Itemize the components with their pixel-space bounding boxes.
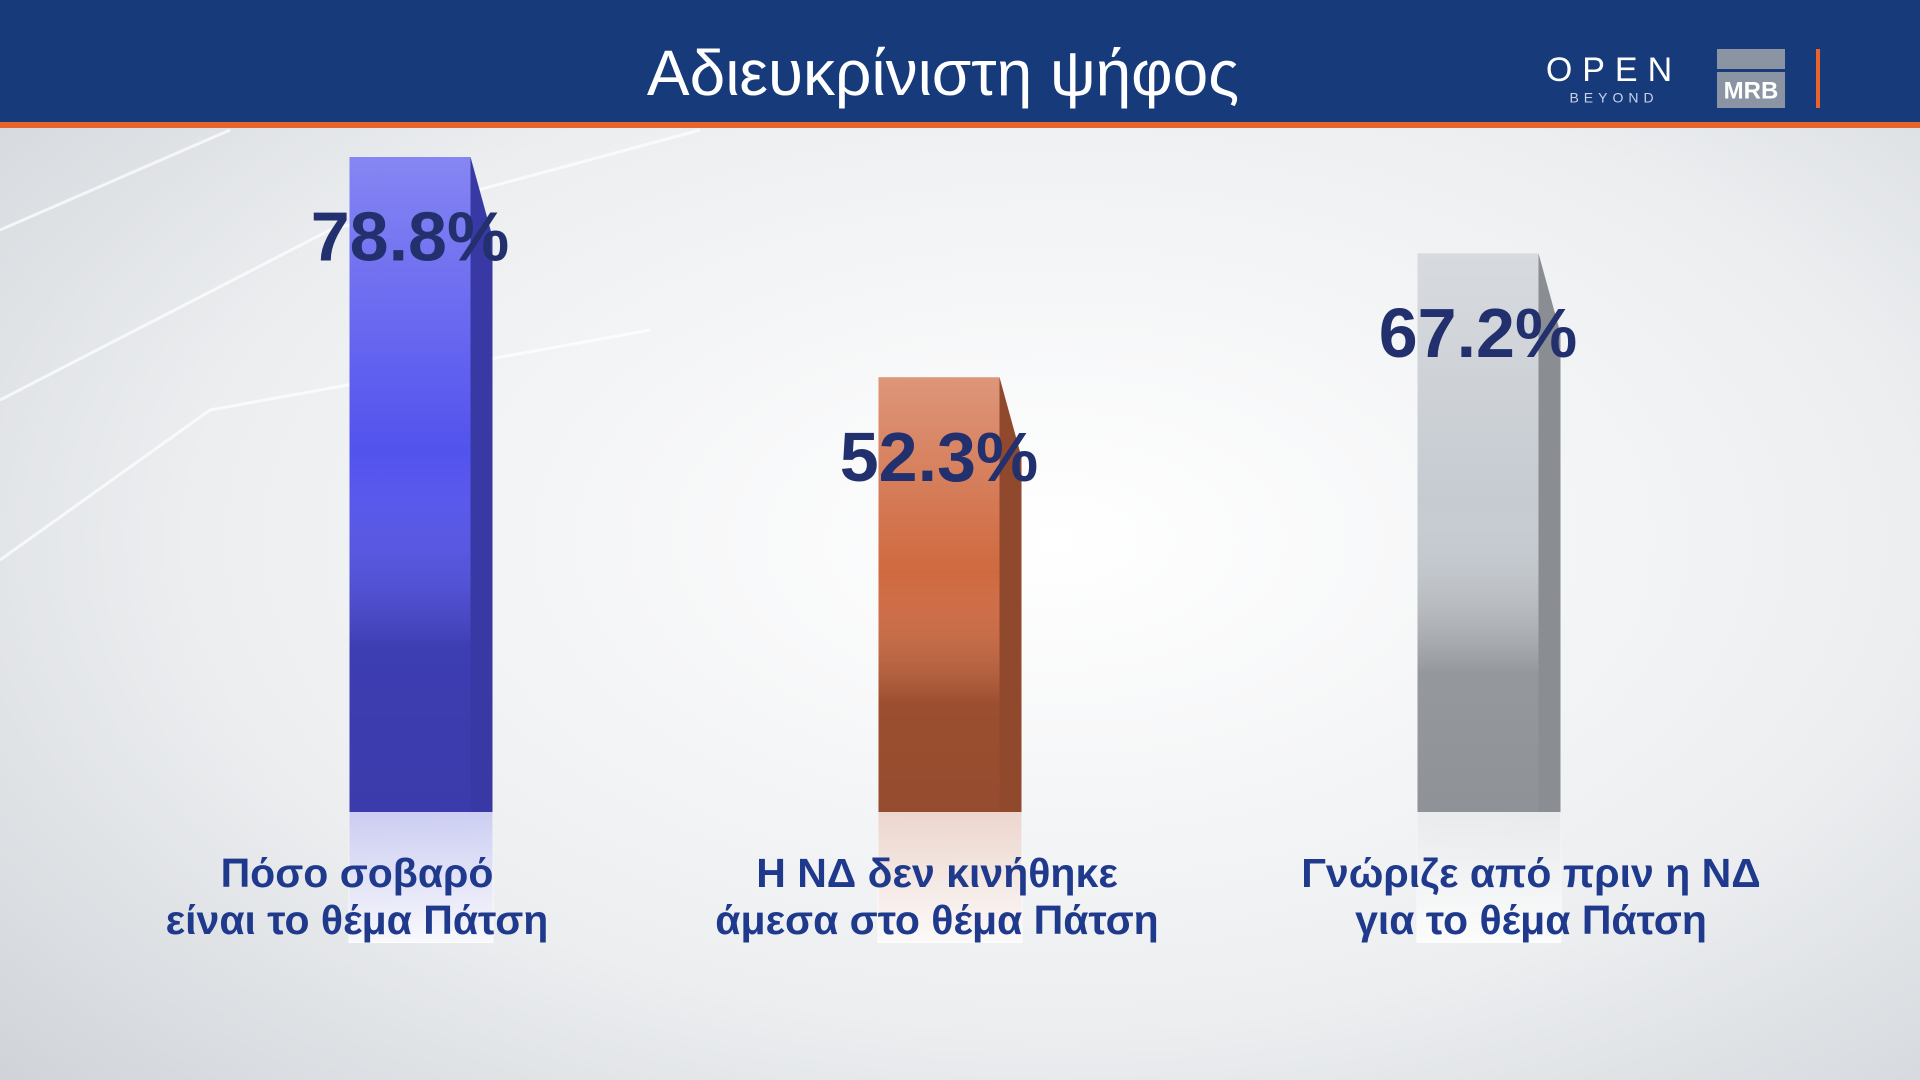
bar-reflection-fade <box>348 812 494 943</box>
bar-shade <box>1417 253 1539 812</box>
value-label: 67.2% <box>1379 294 1577 372</box>
bar-reflection-fade <box>877 812 1023 943</box>
header-accent <box>0 122 1920 128</box>
value-label: 78.8% <box>311 197 509 275</box>
bar-side <box>470 157 493 812</box>
bar-side <box>999 377 1022 812</box>
bar-side <box>1538 253 1561 812</box>
bar-shade <box>349 157 471 812</box>
brand-logo: OPEN <box>1546 51 1682 89</box>
bar-side-shade <box>1538 253 1561 812</box>
decor-lines <box>0 128 701 562</box>
pollster-logo-box <box>1717 72 1785 108</box>
logo-divider <box>1816 49 1820 108</box>
value-label: 52.3% <box>840 418 1038 496</box>
bar-reflection-fade <box>1416 812 1562 943</box>
category-label: Η ΝΔ δεν κινήθηκε άμεσα στο θέμα Πάτση <box>715 850 1159 943</box>
bar-shade <box>878 377 1000 812</box>
bar-side-shade <box>999 377 1022 812</box>
header-bar <box>0 0 1920 124</box>
pollster-logo-top <box>1717 49 1785 69</box>
category-label: Γνώριζε από πριν η ΝΔ για το θέμα Πάτση <box>1301 850 1761 943</box>
category-label: Πόσο σοβαρό είναι το θέμα Πάτση <box>165 850 549 943</box>
pollster-logo: MRB <box>1724 77 1779 104</box>
chart-title: Αδιευκρίνιστη ψήφος <box>647 37 1239 109</box>
brand-sub: BEYOND <box>1569 90 1658 106</box>
bar-side-shade <box>470 157 493 812</box>
